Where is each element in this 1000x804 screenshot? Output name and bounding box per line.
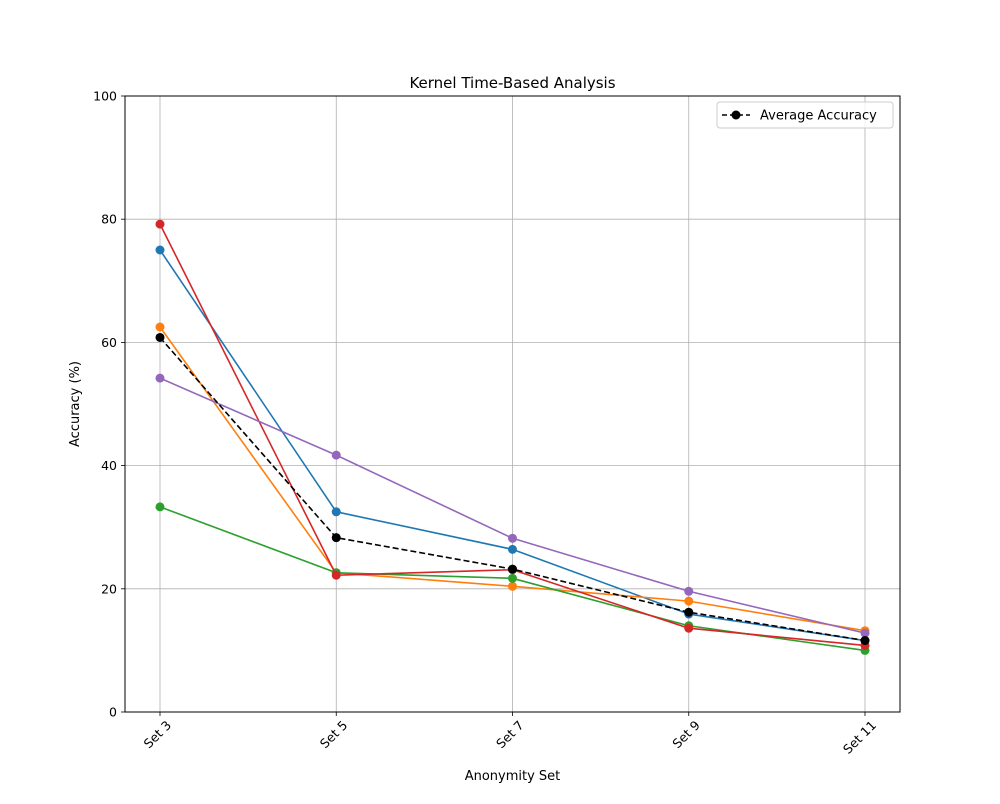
x-tick-label: Set 5 [317,718,351,752]
data-point [508,533,517,543]
data-point [508,544,517,554]
x-tick-label: Set 7 [493,718,527,752]
data-point [155,245,165,255]
y-axis-label: Accuracy (%) [68,361,83,447]
data-point [331,450,341,460]
legend-box [716,101,894,129]
x-tick-label: Set 9 [669,717,703,751]
data-point [860,636,870,646]
y-tick-label: 60 [101,335,117,350]
legend-label-average-accuracy: Average Accuracy [760,109,877,124]
x-axis-label: Anonymity Set [465,769,561,784]
y-tick-label: 0 [109,705,117,720]
chart-title: Kernel Time-Based Analysis [409,74,615,92]
y-tick-label: 40 [101,458,117,473]
x-tick-label: Set 3 [141,718,175,752]
data-point [155,332,165,342]
grid-layer [125,95,900,713]
data-point [684,607,694,617]
legend: Average Accuracy [716,101,894,129]
data-point [331,570,341,580]
legend-marker-average-accuracy [731,110,741,120]
data-point [860,628,870,638]
ticks-layer: Set 3 Set 5 Set 7 Set 9 Set 11 0 20 40 60 80 100 [93,89,879,757]
data-point [155,219,165,229]
series-layer [155,219,870,655]
data-point [155,322,165,332]
data-point [684,623,694,633]
data-point [155,373,165,383]
data-point [508,573,517,583]
data-point [508,581,517,591]
series-6 [155,332,870,646]
data-point [684,586,694,596]
data-point [331,507,341,517]
y-tick-label: 80 [101,212,117,227]
series-5 [155,373,870,638]
data-point [331,533,341,543]
data-point [684,596,694,606]
y-tick-label: 100 [93,89,117,104]
y-tick-label: 20 [101,581,117,596]
data-point [508,564,517,574]
data-point [155,502,165,512]
x-tick-label: Set 11 [840,718,879,757]
